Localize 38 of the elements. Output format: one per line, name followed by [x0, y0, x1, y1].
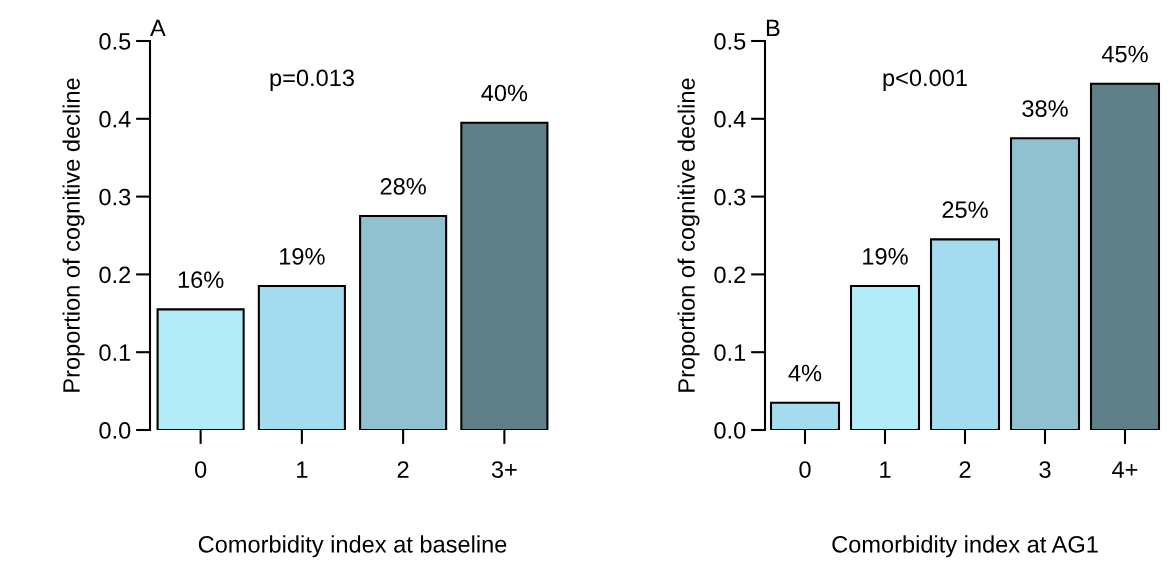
y-tick-label: 0.0	[714, 422, 746, 439]
y-tick-label: 0.2	[99, 266, 131, 284]
annotation: p=0.013	[270, 69, 354, 91]
y-tick-label: 0.2	[714, 266, 746, 284]
y-tick-label: 0.5	[99, 33, 131, 50]
data-label: 19%	[863, 248, 908, 265]
data-label: 38%	[1022, 100, 1068, 117]
y-tick-label: 0.1	[714, 344, 746, 361]
y-tick-label: 0.4	[99, 110, 131, 128]
x-axis-title: Comorbidity index at baseline	[198, 535, 507, 558]
x-tick-label: 0	[194, 461, 207, 478]
text: A	[150, 19, 166, 37]
annotation: p<0.001	[883, 69, 967, 91]
x-tick-label: 0	[799, 461, 811, 478]
y-tick-label: 0.1	[99, 344, 131, 361]
data-label: 19%	[280, 248, 325, 265]
x-tick-label: 3+	[491, 461, 517, 478]
data-label: 28%	[380, 178, 426, 195]
x-tick-label: 2	[397, 461, 409, 478]
y-axis-title: Proportion of cognitive decline	[677, 78, 700, 392]
text: B	[766, 19, 780, 37]
y-tick-label: 0.3	[99, 188, 131, 206]
data-label: 16%	[178, 271, 224, 289]
x-tick-label: 4+	[1112, 461, 1138, 478]
data-label: 4%	[788, 364, 822, 382]
y-tick-label: 0.4	[714, 110, 746, 128]
data-label: 45%	[1101, 45, 1148, 63]
y-tick-label: 0.0	[99, 422, 131, 439]
data-label: 40%	[481, 84, 528, 102]
y-tick-label: 0.5	[714, 33, 746, 50]
data-label: 25%	[942, 201, 988, 219]
x-tick-label: 3	[1039, 461, 1051, 478]
y-axis-title: Proportion of cognitive decline	[62, 78, 85, 392]
x-tick-label: 1	[880, 461, 891, 478]
x-tick-label: 1	[297, 461, 308, 478]
y-tick-label: 0.3	[714, 188, 746, 206]
x-axis-title: Comorbidity index at AG1	[832, 535, 1098, 558]
x-tick-label: 2	[959, 461, 971, 478]
